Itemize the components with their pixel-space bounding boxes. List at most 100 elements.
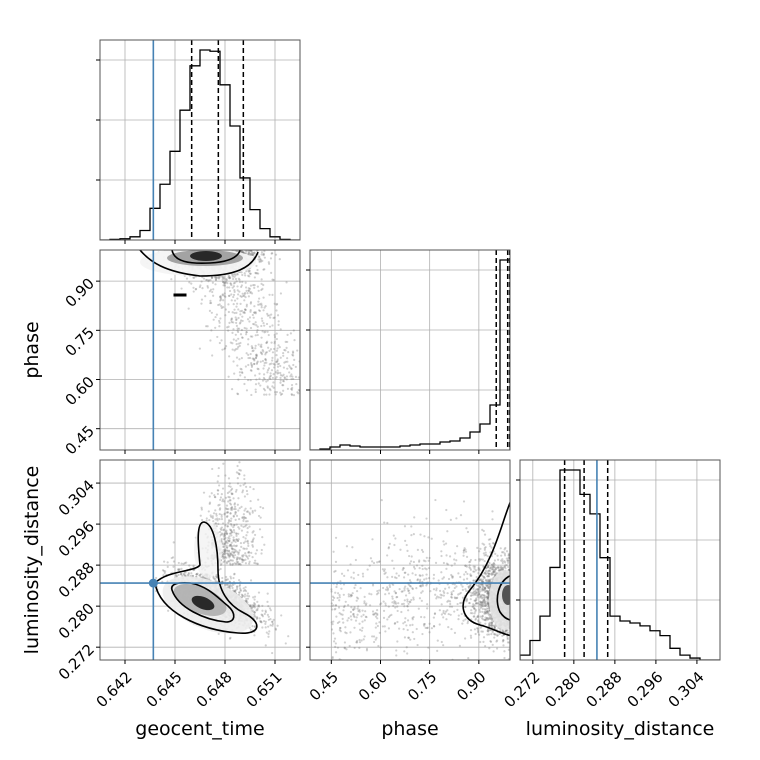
sample-point [254,272,258,275]
sample-point [241,336,244,339]
sample-point [243,299,246,302]
sample-point [253,323,256,326]
sample-point [219,295,222,298]
sample-point [198,574,201,577]
sample-point [172,560,176,563]
sample-point [241,315,244,318]
sample-point [273,333,276,337]
sample-point [480,579,483,582]
sample-point [246,531,249,534]
sample-point [279,381,282,384]
sample-point [297,388,300,392]
sample-point [234,333,237,336]
sample-point [241,594,245,598]
sample-point [249,291,252,295]
sample-point [244,250,247,253]
sample-point [226,578,229,581]
sample-point [223,543,226,546]
sample-point [228,537,231,540]
sample-point [469,573,472,576]
sample-point [258,303,261,306]
sample-point [232,282,236,285]
sample-point [271,293,274,296]
sample-point [252,530,255,533]
sample-point [220,517,224,521]
sample-point [487,584,491,588]
sample-point [252,349,255,352]
sample-point [243,509,246,512]
sample-point [250,250,253,253]
sample-point [230,529,233,532]
sample-point [254,562,257,565]
sample-point [242,251,245,254]
sample-point [200,302,203,305]
density-level [191,595,215,611]
contour-outer [139,250,259,277]
sample-point [283,376,286,379]
sample-point [222,280,225,284]
sample-point [229,341,232,344]
sample-point [236,482,240,485]
sample-point [209,279,212,282]
sample-point [486,566,490,569]
sample-point [262,268,265,271]
sample-point [232,528,236,532]
sample-point [262,254,265,257]
sample-point [246,343,250,346]
sample-point [264,358,267,361]
sample-point [206,325,209,328]
sample-point [222,306,225,309]
sample-point [471,612,474,615]
sample-point [228,544,232,547]
sample-point [253,598,256,601]
sample-point [252,610,255,613]
sample-point [292,351,295,354]
sample-point [240,284,243,287]
sample-point [264,620,267,623]
sample-point [228,550,231,553]
sample-point [247,338,250,341]
sample-point [229,485,232,488]
sample-point [503,560,506,563]
sample-point [244,599,248,602]
sample-point [235,488,238,492]
sample-point [490,626,494,629]
sample-point [274,377,277,380]
sample-point [250,345,253,348]
sample-point [259,345,262,348]
sample-point [242,515,246,519]
sample-point [481,614,484,617]
sample-point [495,647,499,650]
sample-point [224,524,227,527]
sample-point [232,360,235,363]
sample-point [275,302,279,306]
sample-point [276,372,279,375]
sample-point [212,520,215,523]
sample-point [234,540,237,543]
sample-point [507,568,510,572]
sample-point [261,330,264,333]
sample-point [177,568,180,571]
sample-point [255,355,258,358]
sample-point [482,603,485,606]
sample-point [271,356,274,360]
sample-point [274,253,278,256]
sample-point [493,633,496,636]
sample-point [222,299,225,302]
sample-point [260,552,263,555]
sample-point [277,323,280,326]
sample-point [230,387,234,391]
sample-point [214,278,218,281]
sample-point [484,612,487,615]
sample-point [475,602,479,605]
sample-point [275,337,278,341]
sample-point [243,272,246,275]
sample-point [241,555,244,558]
sample-point [227,325,230,328]
sample-point [218,508,221,511]
sample-point [253,533,257,537]
sample-point [269,609,272,612]
sample-point [275,309,278,312]
sample-point [261,626,264,629]
sample-point [225,529,228,532]
